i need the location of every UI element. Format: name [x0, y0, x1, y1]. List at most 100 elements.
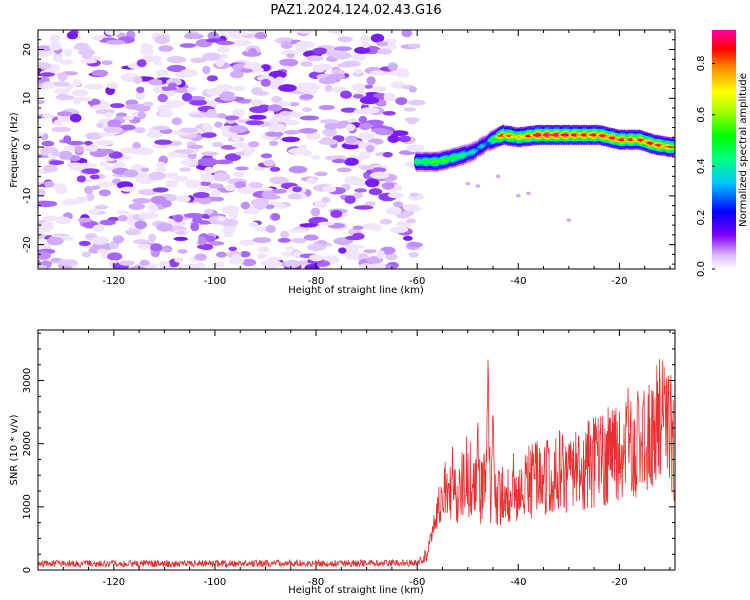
- noise-blob: [190, 222, 200, 232]
- noise-blob: [359, 96, 379, 105]
- noise-blob: [137, 243, 152, 250]
- noise-blob: [324, 122, 338, 130]
- spectrogram-xtick-label: -120: [102, 276, 125, 287]
- noise-blob: [224, 184, 236, 192]
- noise-blob: [302, 149, 312, 157]
- noise-blob: [49, 160, 65, 166]
- noise-blob: [38, 189, 46, 197]
- noise-blob: [125, 103, 144, 110]
- noise-blob: [161, 199, 172, 208]
- noise-blob: [104, 30, 122, 36]
- signal-track: [414, 124, 675, 172]
- noise-blob: [97, 148, 115, 154]
- noise-blob: [155, 161, 166, 167]
- snr-xlabel: Height of straight line (km): [288, 585, 424, 596]
- noise-blob: [136, 86, 145, 94]
- noise-blob: [152, 187, 169, 193]
- noise-blob: [383, 92, 396, 102]
- noise-blob: [277, 237, 291, 243]
- noise-blob: [364, 84, 374, 89]
- snr-xtick-label: -60: [409, 577, 425, 588]
- noise-blob: [173, 87, 191, 93]
- noise-blob: [371, 128, 389, 133]
- noise-blob: [347, 118, 357, 124]
- noise-blob: [248, 181, 263, 189]
- noise-blobs: [38, 30, 572, 269]
- noise-blob: [129, 265, 146, 269]
- noise-blob: [309, 254, 324, 262]
- noise-blob: [176, 195, 191, 203]
- noise-blob: [134, 127, 146, 134]
- noise-blob: [295, 40, 315, 49]
- noise-blob: [359, 122, 371, 131]
- noise-blob: [229, 31, 248, 37]
- noise-blob: [154, 139, 173, 145]
- noise-blob: [387, 62, 398, 71]
- noise-blob: [270, 213, 281, 221]
- noise-blob: [78, 240, 91, 246]
- spectrogram-xtick-label: -80: [308, 276, 324, 287]
- noise-blob: [43, 164, 58, 173]
- noise-blob: [216, 251, 227, 258]
- noise-blob: [101, 60, 113, 66]
- noise-blob: [109, 103, 125, 109]
- noise-blob: [52, 54, 63, 62]
- noise-blob: [302, 107, 312, 113]
- snr-series-line: [38, 358, 675, 569]
- noise-blob: [258, 104, 271, 111]
- noise-blob: [91, 69, 109, 77]
- noise-blob: [41, 215, 60, 222]
- noise-blob: [243, 63, 257, 69]
- noise-blob: [306, 177, 317, 185]
- spectrogram-ytick-label: -20: [22, 236, 33, 252]
- noise-blob: [280, 110, 291, 117]
- noise-blob: [305, 132, 321, 141]
- noise-blob: [157, 93, 168, 103]
- noise-blob: [292, 186, 302, 193]
- noise-blob: [77, 97, 93, 102]
- noise-blob: [364, 201, 376, 207]
- noise-blob: [495, 174, 501, 179]
- noise-blob: [133, 239, 151, 245]
- noise-blob: [260, 153, 273, 159]
- noise-blob: [181, 92, 193, 102]
- noise-blob: [249, 221, 259, 228]
- noise-blob: [352, 192, 364, 199]
- noise-blob: [269, 140, 279, 147]
- noise-blob: [202, 65, 211, 75]
- noise-blob: [345, 135, 357, 144]
- noise-blob: [566, 218, 572, 222]
- noise-blob: [128, 203, 146, 210]
- noise-blob: [123, 169, 139, 178]
- noise-blob: [270, 96, 283, 103]
- noise-blob: [97, 248, 107, 254]
- noise-blob: [282, 65, 292, 70]
- noise-blob: [354, 188, 367, 193]
- noise-blob: [330, 69, 344, 75]
- noise-blob: [197, 236, 207, 246]
- noise-blob: [228, 246, 237, 251]
- noise-blob: [406, 144, 425, 153]
- noise-blob: [38, 62, 52, 70]
- noise-blob: [370, 33, 385, 43]
- spectrogram-ytick-label: 0: [22, 144, 33, 150]
- noise-blob: [326, 155, 337, 161]
- noise-blob: [200, 151, 219, 156]
- noise-blob: [237, 186, 256, 195]
- noise-blob: [61, 199, 79, 206]
- noise-blob: [256, 75, 274, 82]
- noise-blob: [345, 123, 356, 132]
- noise-blob: [91, 236, 109, 245]
- noise-blob: [214, 159, 234, 165]
- noise-blob: [207, 31, 220, 41]
- noise-blob: [359, 35, 371, 43]
- noise-blob: [131, 198, 152, 204]
- noise-blob: [352, 94, 364, 99]
- noise-blob: [280, 41, 293, 49]
- noise-blob: [254, 166, 265, 171]
- noise-blob: [74, 145, 84, 154]
- noise-blob: [232, 171, 245, 178]
- noise-blob: [124, 229, 142, 236]
- noise-blob: [152, 125, 170, 131]
- noise-blob: [358, 115, 367, 124]
